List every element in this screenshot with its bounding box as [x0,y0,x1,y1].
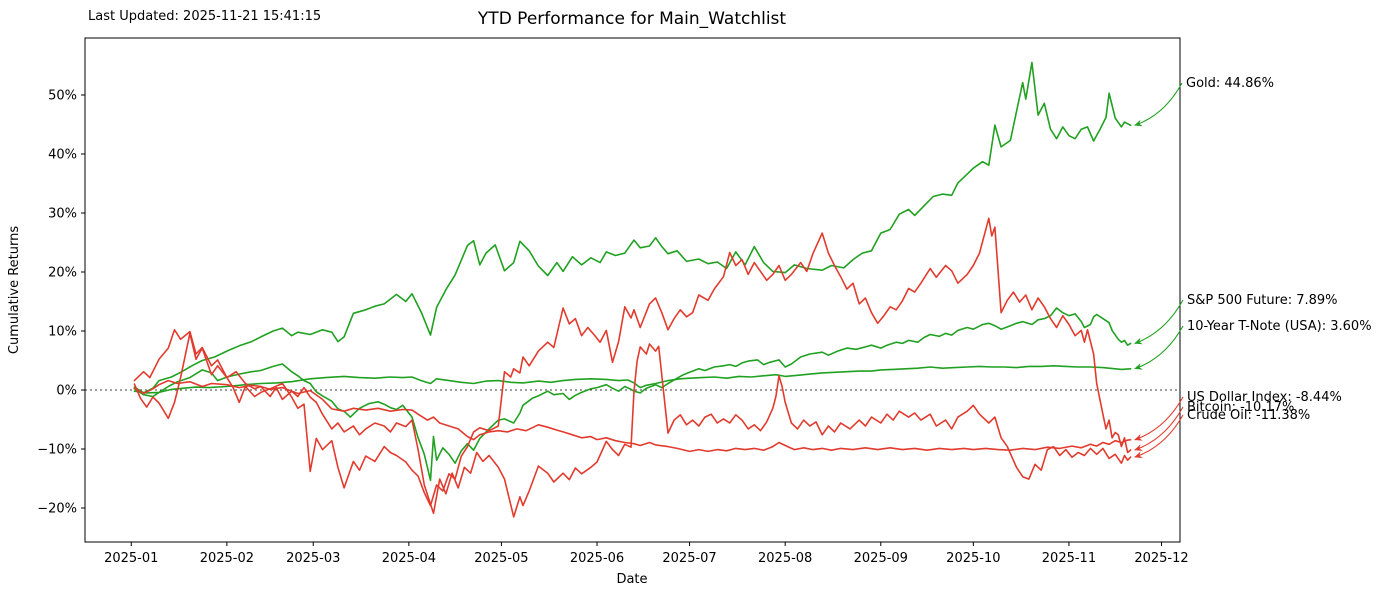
x-tick-label: 2025-11 [1042,551,1096,566]
x-axis-label: Date [616,572,647,587]
annotation-arrow-s-p-500-future [1134,299,1184,345]
y-tick-label: 20% [48,266,77,281]
x-tick-label: 2025-02 [200,551,254,566]
x-tick-label: 2025-09 [854,551,908,566]
x-tick-label: 2025-05 [474,551,528,566]
y-tick-label: 0% [56,384,77,399]
annotation-label-crude-oil: Crude Oil: -11.38% [1187,408,1310,423]
y-tick-label: −20% [37,502,77,517]
annotation-arrow-10-year-t-note-usa- [1134,325,1184,370]
chart-title: YTD Performance for Main_Watchlist [477,9,786,29]
annotation-label-10-year-t-note-usa-: 10-Year T-Note (USA): 3.60% [1187,319,1372,334]
y-tick-label: 30% [48,207,77,222]
last-updated-text: Last Updated: 2025-11-21 15:41:15 [88,9,321,24]
annotation-label-us-dollar-index: US Dollar Index: -8.44% [1187,390,1342,405]
axes-spines [84,37,1181,543]
x-tick-label: 2025-03 [286,551,340,566]
series-line-crude-oil [133,328,1132,518]
annotation-label-bitcoin: Bitcoin: -10.17% [1187,400,1294,415]
x-tick-label: 2025-06 [570,551,624,566]
y-tick-label: 40% [48,148,77,163]
y-tick-label: 50% [48,89,77,104]
plot-area: 50% 40% 30% 20% 10% 0% −10% −20% 2025-01 2025-02 2… [37,37,1372,566]
x-tick-label: 2025-01 [104,551,158,566]
series-line-10-year-t-note-usa- [133,364,1132,394]
annotation-arrow-us-dollar-index [1134,396,1184,441]
y-tick-label: 10% [48,325,77,340]
series-line-us-dollar-index [133,379,1132,453]
x-tick-label: 2025-12 [1134,551,1188,566]
x-tick-label: 2025-07 [662,551,716,566]
series-line-gold [133,61,1132,394]
series-line-s-p-500-future [133,307,1132,482]
annotation-arrow-bitcoin [1134,406,1184,451]
x-tick-label: 2025-04 [382,551,436,566]
annotation-label-s-p-500-future: S&P 500 Future: 7.89% [1187,293,1338,308]
annotation-arrow-crude-oil [1134,414,1184,459]
y-axis-label: Cumulative Returns [7,226,22,354]
x-tick-label: 2025-10 [946,551,1000,566]
x-tick-label: 2025-08 [758,551,812,566]
series-line-bitcoin [133,217,1132,507]
y-tick-label: −10% [37,443,77,458]
annotation-arrow-gold [1134,82,1183,127]
annotation-label-gold: Gold: 44.86% [1186,76,1274,91]
